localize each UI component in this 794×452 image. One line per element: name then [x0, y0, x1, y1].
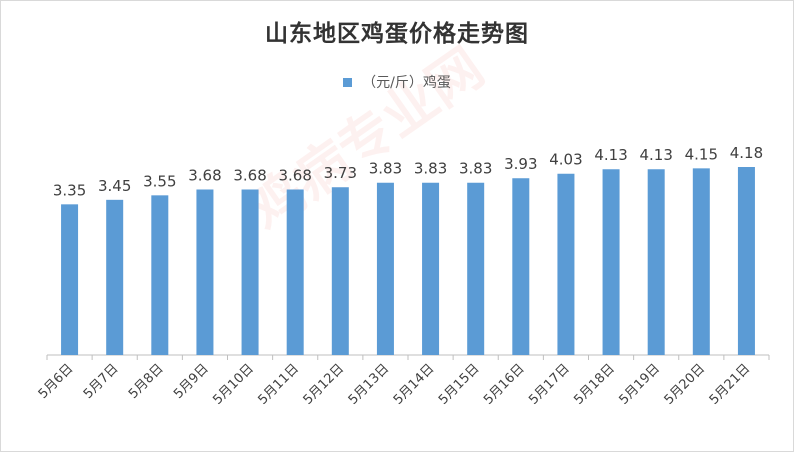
data-label: 3.83 — [459, 160, 492, 178]
data-label: 3.73 — [324, 164, 357, 182]
category-label: 5月10日 — [210, 361, 257, 408]
category-label: 5月13日 — [346, 361, 393, 408]
bar — [647, 169, 665, 355]
bar — [422, 182, 440, 355]
category-label: 5月6日 — [36, 361, 77, 402]
data-label: 3.45 — [98, 177, 131, 195]
bar — [602, 169, 620, 355]
bar — [737, 167, 755, 355]
category-label: 5月19日 — [616, 361, 663, 408]
bar — [692, 168, 710, 355]
data-label: 3.68 — [188, 166, 221, 184]
data-label: 3.35 — [53, 181, 86, 199]
category-label: 5月17日 — [526, 361, 573, 408]
category-label: 5月14日 — [391, 361, 438, 408]
bar — [286, 189, 304, 355]
category-label: 5月18日 — [571, 361, 618, 408]
bar — [61, 204, 79, 355]
data-label: 3.83 — [369, 160, 402, 178]
bar — [106, 199, 124, 355]
category-label: 5月16日 — [481, 361, 528, 408]
data-label: 4.03 — [549, 151, 582, 169]
category-label: 5月8日 — [126, 361, 167, 402]
data-label: 3.68 — [233, 166, 266, 184]
chart-title: 山东地区鸡蛋价格走势图 — [265, 21, 529, 47]
data-label: 3.93 — [504, 155, 537, 173]
legend-label: （元/斤）鸡蛋 — [362, 75, 451, 91]
bar — [151, 195, 169, 355]
bar — [241, 189, 259, 355]
category-label: 5月21日 — [707, 361, 754, 408]
data-label: 4.13 — [639, 146, 672, 164]
bar — [512, 178, 530, 355]
bar — [467, 182, 485, 355]
category-label: 5月12日 — [301, 361, 348, 408]
category-label: 5月9日 — [171, 361, 212, 402]
data-label: 4.15 — [685, 145, 718, 163]
data-label: 3.55 — [143, 172, 176, 190]
category-label: 5月7日 — [81, 361, 122, 402]
category-label: 5月11日 — [255, 361, 302, 408]
bar — [196, 189, 214, 355]
legend: （元/斤）鸡蛋 — [0, 72, 794, 92]
bar — [331, 187, 349, 355]
data-label: 3.68 — [278, 166, 311, 184]
data-label: 4.18 — [730, 144, 763, 162]
data-label: 3.83 — [414, 160, 447, 178]
bar — [557, 173, 575, 355]
bar — [376, 182, 394, 355]
legend-swatch — [343, 77, 353, 87]
category-label: 5月15日 — [436, 361, 483, 408]
data-label: 4.13 — [594, 146, 627, 164]
category-label: 5月20日 — [662, 361, 709, 408]
